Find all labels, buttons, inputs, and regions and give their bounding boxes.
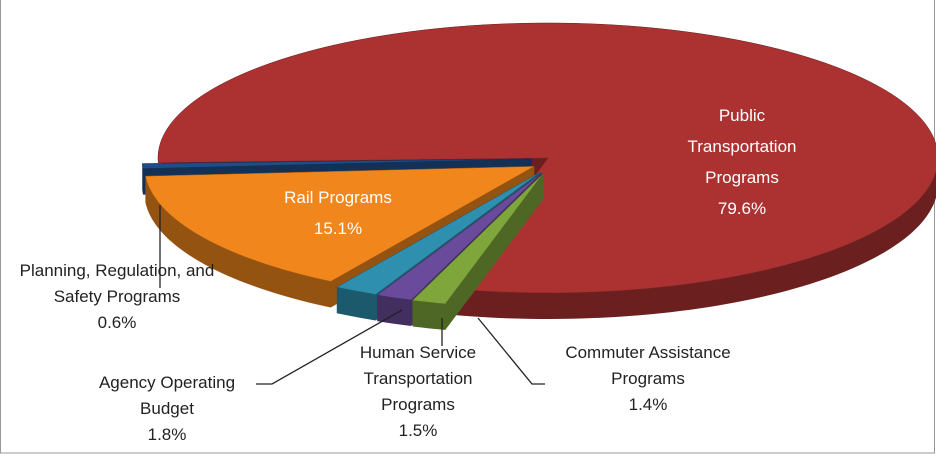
category-label: Public Transportation Programs [687,106,797,187]
slice-label: Agency Operating Budget 1.8% [77,370,257,448]
slice-side [145,166,535,308]
value-label: 1.8% [147,425,187,444]
slice-label: Planning, Regulation, and Safety Program… [5,258,230,336]
slice-label: Human Service Transportation Programs 1.5… [338,340,498,444]
leader-lines [159,205,545,385]
value-label: 15.1% [313,219,363,238]
category-label: Human Service Transportation Programs [359,343,477,414]
slice [141,158,533,169]
category-label: Commuter Assistance Programs [565,343,731,388]
slice [145,166,535,282]
slice [157,22,936,294]
value-label: 1.5% [398,421,438,440]
slices [141,22,936,330]
slice [376,172,543,301]
value-label: 79.6% [717,199,767,218]
value-label: 1.4% [628,395,668,414]
leader-line [477,317,545,385]
slice [336,171,541,295]
category-label: Rail Programs [284,188,392,207]
slice [411,173,544,305]
slice-label: Public Transportation Programs 79.6% [667,100,817,224]
slice-label: Commuter Assistance Programs 1.4% [541,340,756,418]
value-label: 0.6% [97,313,137,332]
category-label: Agency Operating Budget [98,373,236,418]
slice-label: Rail Programs 15.1% [253,182,423,244]
leader-line [256,309,403,385]
category-label: Planning, Regulation, and Safety Program… [19,261,215,306]
